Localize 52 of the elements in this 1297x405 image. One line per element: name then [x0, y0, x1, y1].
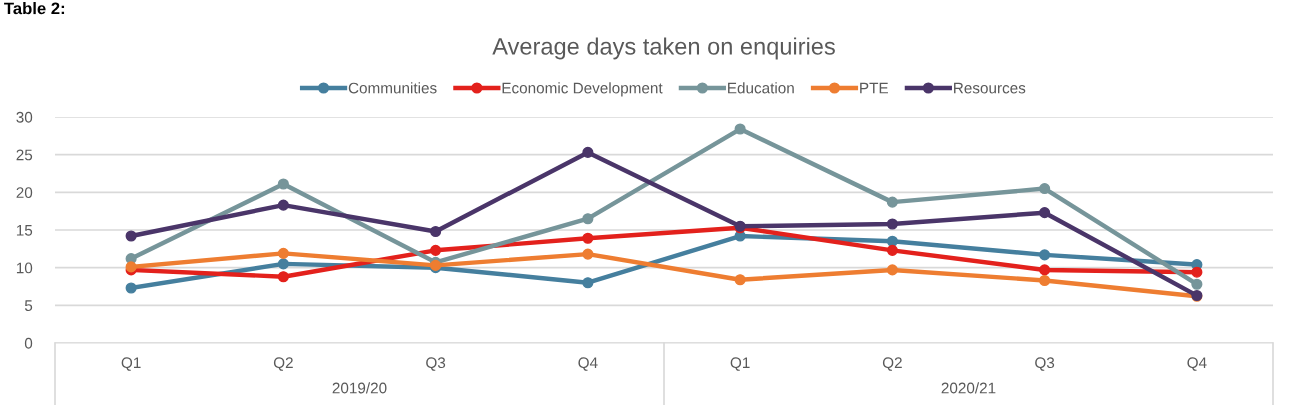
x-tick-label: Q4 [1187, 357, 1207, 371]
point [1039, 183, 1051, 195]
text: 2019/20 [332, 382, 387, 394]
point [734, 274, 746, 286]
point [125, 282, 137, 294]
y-tick-label: 5 [24, 300, 33, 312]
y-tick-label: 0 [24, 337, 33, 349]
point [582, 277, 594, 289]
point [582, 232, 594, 244]
point [1039, 207, 1051, 219]
y-tick-label: 20 [16, 187, 33, 199]
point [1039, 274, 1051, 287]
point [125, 230, 137, 242]
x-tick-label: Q1 [121, 357, 141, 371]
point [1039, 264, 1051, 276]
point [582, 213, 594, 225]
x-tick-label: Q3 [1035, 357, 1055, 371]
y-tick-label: 25 [16, 149, 33, 161]
point [430, 244, 442, 256]
point [430, 225, 442, 238]
point [277, 178, 289, 190]
point [277, 199, 289, 211]
point [582, 146, 594, 158]
legend-label: Economic Development [502, 82, 663, 97]
x-tick-label: Q3 [426, 357, 446, 371]
x-tick-label: Q1 [730, 357, 750, 371]
x-tick-label: Q4 [578, 357, 598, 371]
point [886, 196, 898, 208]
point [734, 123, 746, 135]
legend-label: Communities [348, 82, 437, 94]
point [886, 264, 898, 276]
y-tick-label: 30 [16, 111, 33, 123]
y-tick-label: 10 [16, 262, 33, 274]
y-tick-label: 15 [16, 225, 33, 236]
point [886, 218, 898, 230]
legend-label: Education [728, 82, 794, 94]
point [1191, 266, 1203, 278]
point [277, 247, 289, 259]
caption: Table 2: [4, 2, 65, 15]
text: 2020/21 [941, 382, 996, 394]
x-tick-label: Q2 [273, 357, 293, 371]
point [886, 244, 898, 256]
point [277, 271, 289, 283]
point [886, 235, 898, 247]
point [582, 248, 594, 260]
legend-label: Resources [954, 82, 1026, 94]
chart-title: Average days taken on enquiries [492, 37, 835, 60]
x-tick-label: Q2 [882, 357, 902, 371]
point [1039, 249, 1051, 261]
point [277, 258, 289, 270]
point [1191, 278, 1203, 290]
legend-label: PTE [860, 82, 888, 94]
